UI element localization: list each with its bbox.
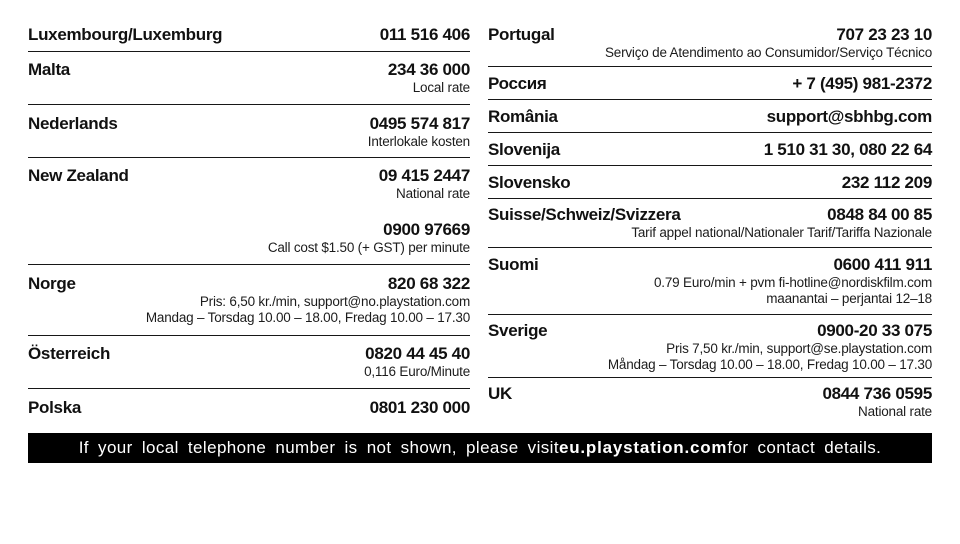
rate-detail: Tarif appel national/Nationaler Tarif/Ta… — [631, 225, 932, 240]
support-row-uk: UK 0844 736 0595 National rate — [488, 378, 932, 420]
phone-number: 232 112 209 — [841, 173, 933, 192]
country-name: Portugal — [488, 25, 555, 44]
support-row-russia: Россия + 7 (495) 981-2372 — [488, 67, 932, 100]
phone-number: 0600 411 911 — [833, 255, 932, 274]
support-row-luxembourg: Luxembourg/Luxemburg 011 516 406 — [28, 20, 470, 52]
support-row-sverige: Sverige 0900-20 33 075 Pris 7,50 kr./min… — [488, 315, 932, 378]
phone-number: 011 516 406 — [379, 25, 471, 44]
hours-detail: Måndag – Torsdag 10.00 – 18.00, Fredag 1… — [607, 357, 932, 372]
rate-detail: National rate — [858, 404, 932, 419]
support-row-new-zealand: New Zealand 09 415 2447 National rate 09… — [28, 158, 470, 265]
support-row-slovenija: Slovenija 1 510 31 30, 080 22 64 — [488, 133, 932, 166]
rate-detail: Pris 7,50 kr./min, support@se.playstatio… — [666, 341, 932, 356]
footer-website-url: eu.playstation.com — [558, 438, 728, 457]
rate-detail: Serviço de Atendimento ao Consumidor/Ser… — [604, 45, 932, 60]
country-name: Malta — [28, 60, 70, 79]
country-name: Slovensko — [488, 173, 571, 192]
phone-number: 0900 97669 — [383, 220, 470, 239]
country-name: Nederlands — [28, 114, 118, 133]
rate-detail: Call cost $1.50 (+ GST) per minute — [267, 240, 470, 255]
rate-detail: National rate — [396, 186, 470, 201]
country-name: UK — [488, 384, 512, 403]
country-name: Россия — [488, 74, 547, 93]
hours-detail: Mandag – Torsdag 10.00 – 18.00, Fredag 1… — [145, 310, 470, 325]
phone-number: 0848 84 00 85 — [827, 205, 932, 224]
country-name: Luxembourg/Luxemburg — [28, 25, 223, 44]
rate-detail: 0.79 Euro/min + pvm fi-hotline@nordiskfi… — [654, 275, 932, 290]
phone-number: 820 68 322 — [387, 274, 470, 293]
country-name: Sverige — [488, 321, 548, 340]
country-name: Suomi — [488, 255, 539, 274]
country-name: Österreich — [28, 344, 111, 363]
country-name: Polska — [28, 398, 82, 417]
phone-number: 0820 44 45 40 — [365, 344, 470, 363]
hours-detail: maanantai – perjantai 12–18 — [766, 291, 932, 306]
footer-text-before: If your local telephone number is not sh… — [78, 438, 559, 457]
support-row-slovensko: Slovensko 232 112 209 — [488, 166, 932, 199]
phone-number: 0801 230 000 — [369, 398, 471, 417]
country-name: Norge — [28, 274, 76, 293]
phone-number: 707 23 23 10 — [836, 25, 932, 44]
country-name: Suisse/Schweiz/Svizzera — [488, 205, 681, 224]
phone-number: 0900-20 33 075 — [817, 321, 932, 340]
phone-number: 1 510 31 30, 080 22 64 — [763, 140, 933, 159]
country-name: Slovenija — [488, 140, 560, 159]
support-email: support@sbhbg.com — [766, 107, 933, 126]
rate-detail: Local rate — [412, 80, 470, 95]
contact-columns: Luxembourg/Luxemburg 011 516 406 Malta 2… — [28, 20, 932, 425]
phone-number: 09 415 2447 — [378, 166, 471, 185]
support-row-portugal: Portugal 707 23 23 10 Serviço de Atendim… — [488, 20, 932, 67]
support-row-malta: Malta 234 36 000 Local rate — [28, 52, 470, 105]
footer-banner: If your local telephone number is not sh… — [28, 433, 932, 463]
footer-text-after: for contact details. — [727, 438, 882, 457]
support-contacts-page: Luxembourg/Luxemburg 011 516 406 Malta 2… — [28, 20, 932, 463]
support-row-norge: Norge 820 68 322 Pris: 6,50 kr./min, sup… — [28, 265, 470, 336]
rate-detail: Interlokale kosten — [367, 134, 470, 149]
phone-number: 0495 574 817 — [369, 114, 471, 133]
phone-number: 234 36 000 — [387, 60, 470, 79]
rate-detail: 0,116 Euro/Minute — [364, 364, 470, 379]
support-row-osterreich: Österreich 0820 44 45 40 0,116 Euro/Minu… — [28, 336, 470, 389]
support-row-suisse: Suisse/Schweiz/Svizzera 0848 84 00 85 Ta… — [488, 199, 932, 248]
phone-number: 0844 736 0595 — [822, 384, 932, 403]
support-row-polska: Polska 0801 230 000 — [28, 389, 470, 418]
country-name: New Zealand — [28, 166, 129, 185]
support-row-suomi: Suomi 0600 411 911 0.79 Euro/min + pvm f… — [488, 248, 932, 315]
secondary-contact-block: 0900 97669 Call cost $1.50 (+ GST) per m… — [28, 220, 470, 256]
contact-column-right: Portugal 707 23 23 10 Serviço de Atendim… — [488, 20, 932, 420]
support-row-nederlands: Nederlands 0495 574 817 Interlokale kost… — [28, 105, 470, 158]
contact-column-left: Luxembourg/Luxemburg 011 516 406 Malta 2… — [28, 20, 470, 418]
phone-number: + 7 (495) 981-2372 — [792, 74, 932, 93]
rate-detail: Pris: 6,50 kr./min, support@no.playstati… — [199, 294, 470, 309]
support-row-romania: România support@sbhbg.com — [488, 100, 932, 133]
country-name: România — [488, 107, 558, 126]
